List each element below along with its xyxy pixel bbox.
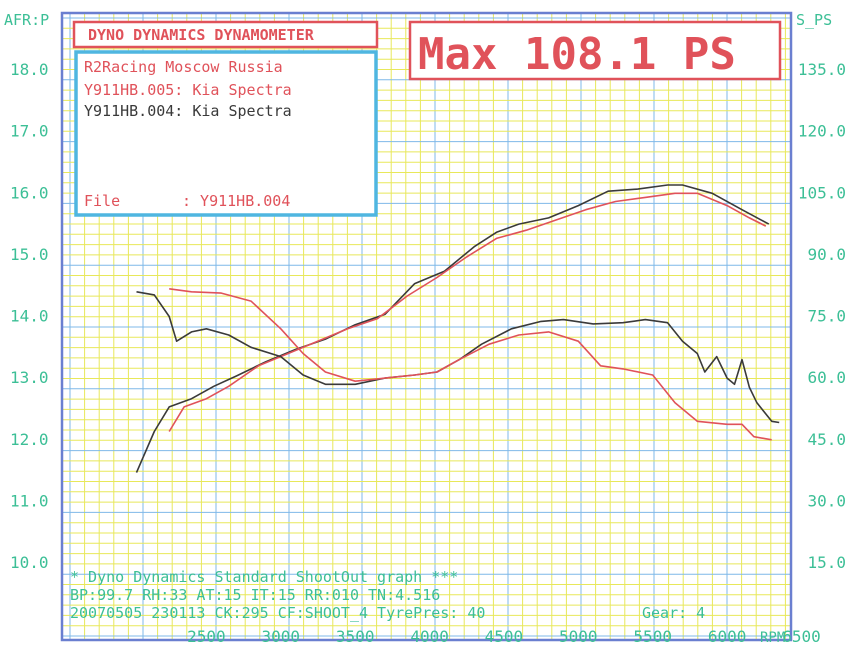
info-run-004: Y911HB.004: Kia Spectra — [84, 102, 292, 120]
plot-border — [60, 11, 793, 642]
x-axis-ticks: 2500 3000 3500 4000 4500 5000 5500 6000 6500 — [187, 627, 821, 646]
chart-series — [135, 184, 780, 473]
right-tick-label: 120.0 — [798, 122, 846, 141]
left-tick-label: 11.0 — [10, 491, 49, 510]
x-tick-label: 4500 — [485, 627, 524, 646]
x-tick-label: 3000 — [262, 627, 301, 646]
info-run-005: Y911HB.005: Kia Spectra — [84, 81, 292, 99]
right-tick-label: 135.0 — [798, 60, 846, 79]
footer-line-3: 20070505 230113 CK:295 CF:SHOOT_4 TyrePr… — [70, 604, 485, 622]
left-axis-title: AFR:P — [4, 11, 49, 29]
right-axis-title: S_PS — [796, 11, 832, 29]
right-tick-label: 15.0 — [807, 553, 846, 572]
left-axis-ticks: 10.0 11.0 12.0 13.0 14.0 15.0 16.0 17.0 18.0 — [10, 60, 49, 572]
x-tick-label: 6500 — [782, 627, 821, 646]
x-tick-label: 2500 — [187, 627, 226, 646]
x-tick-label: 4000 — [410, 627, 449, 646]
footer-line-2: BP:99.7 RH:33 AT:15 IT:15 RR:010 TN:4.51… — [70, 586, 440, 604]
right-tick-label: 60.0 — [807, 368, 846, 387]
x-tick-label: 6000 — [708, 627, 747, 646]
x-tick-label: 5500 — [633, 627, 672, 646]
footer-gear: Gear: 4 — [642, 604, 705, 622]
brand-box — [72, 20, 379, 49]
left-tick-label: 14.0 — [10, 307, 49, 326]
series-line-y911hb-005-right — [168, 192, 767, 432]
series-line-y911hb-004-left — [136, 291, 780, 424]
left-tick-label: 17.0 — [10, 122, 49, 141]
left-tick-label: 18.0 — [10, 60, 49, 79]
left-tick-label: 10.0 — [10, 553, 49, 572]
left-tick-label: 12.0 — [10, 430, 49, 449]
info-file-label: File — [84, 192, 120, 210]
info-shop-line: R2Racing Moscow Russia — [84, 58, 283, 76]
x-tick-label: 3500 — [336, 627, 375, 646]
x-tick-label: 5000 — [559, 627, 598, 646]
max-power-label: Max 108.1 PS — [418, 29, 736, 80]
series-line-y911hb-005-left — [169, 288, 772, 441]
right-axis-ticks: 15.0 30.0 45.0 60.0 75.0 90.0 105.0 120.0 135.0 — [798, 60, 846, 572]
info-file-value: : Y911HB.004 — [182, 192, 290, 210]
series-line-y911hb-004-right — [135, 184, 770, 473]
right-tick-label: 105.0 — [798, 183, 846, 202]
right-tick-label: 30.0 — [807, 491, 846, 510]
left-tick-label: 13.0 — [10, 368, 49, 387]
brand-title: DYNO DYNAMICS DYNAMOMETER — [88, 26, 315, 44]
info-box — [74, 50, 378, 217]
right-tick-label: 75.0 — [807, 307, 846, 326]
left-tick-label: 16.0 — [10, 183, 49, 202]
right-tick-label: 90.0 — [807, 245, 846, 264]
x-unit-label: RPM — [760, 630, 785, 646]
max-power-box — [408, 20, 782, 81]
footer-line-1: * Dyno Dynamics Standard ShootOut graph … — [70, 568, 458, 586]
left-tick-label: 15.0 — [10, 245, 49, 264]
right-tick-label: 45.0 — [807, 430, 846, 449]
